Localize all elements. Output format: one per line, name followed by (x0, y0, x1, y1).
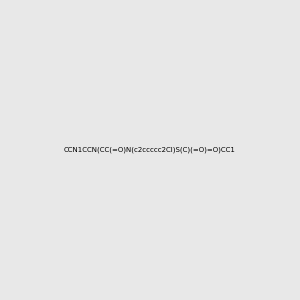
Text: CCN1CCN(CC(=O)N(c2ccccc2Cl)S(C)(=O)=O)CC1: CCN1CCN(CC(=O)N(c2ccccc2Cl)S(C)(=O)=O)CC… (64, 147, 236, 153)
